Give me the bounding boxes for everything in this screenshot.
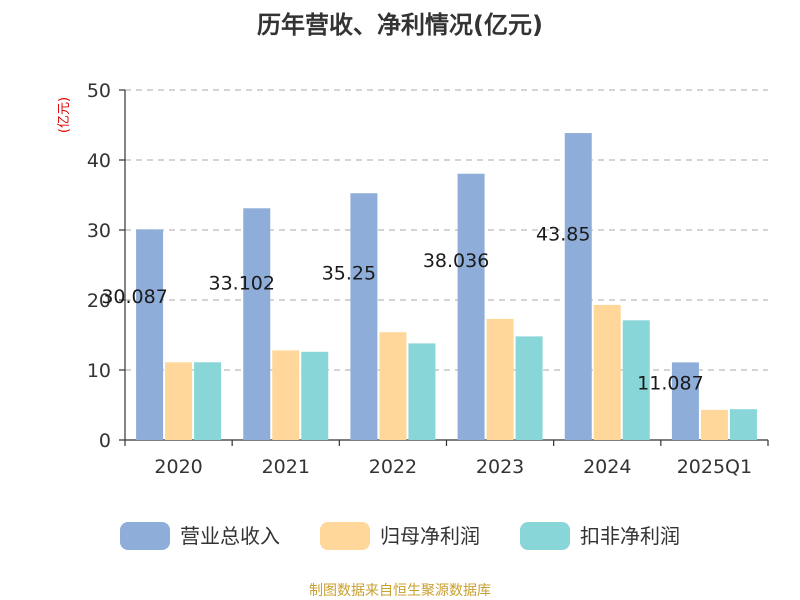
bar: [729, 409, 757, 440]
y-tick-label: 40: [87, 150, 111, 172]
data-label: 43.85: [536, 223, 590, 245]
x-tick-label: 2025Q1: [677, 456, 752, 478]
bar: [136, 229, 164, 440]
bar: [272, 350, 300, 440]
bar: [379, 332, 407, 440]
data-label: 11.087: [637, 373, 703, 395]
legend-label: 营业总收入: [180, 524, 280, 548]
y-tick-label: 0: [99, 430, 111, 452]
y-tick-label: 30: [87, 220, 111, 242]
bar: [700, 409, 728, 440]
bar: [350, 193, 378, 440]
data-label: 33.102: [209, 272, 275, 294]
data-labels: 30.087 33.102 35.25 38.036 43.85 11.087: [101, 223, 703, 394]
y-axis-unit-label: (亿元): [57, 97, 72, 133]
legend-item[interactable]: 营业总收入: [120, 522, 280, 550]
x-tick-label: 2023: [476, 456, 524, 478]
x-tick-label: 2022: [369, 456, 417, 478]
chart-title: 历年营收、净利情况(亿元): [257, 11, 543, 39]
bar: [301, 351, 329, 440]
legend: 营业总收入 归母净利润 扣非净利润: [120, 522, 680, 550]
source-caption: 制图数据来自恒生聚源数据库: [309, 583, 491, 599]
bars: [136, 133, 757, 441]
bar: [622, 320, 650, 440]
bar: [671, 362, 699, 440]
x-tick-label: 2020: [154, 456, 202, 478]
bar: [593, 304, 621, 440]
x-tick-label: 2024: [583, 456, 631, 478]
bar: [243, 208, 271, 440]
legend-item[interactable]: 扣非净利润: [520, 522, 680, 550]
legend-swatch: [520, 522, 570, 550]
data-label: 35.25: [322, 263, 376, 285]
y-tick-label: 10: [87, 360, 111, 382]
legend-label: 扣非净利润: [580, 524, 680, 548]
legend-swatch: [320, 522, 370, 550]
bar: [486, 318, 514, 440]
bar: [564, 133, 592, 441]
legend-label: 归母净利润: [380, 524, 480, 548]
legend-item[interactable]: 归母净利润: [320, 522, 480, 550]
bar: [408, 343, 436, 440]
bar: [457, 173, 485, 441]
bar: [194, 362, 222, 440]
bar: [165, 362, 193, 440]
data-label: 30.087: [101, 286, 167, 308]
y-tick-label: 20: [87, 290, 111, 312]
x-tick-label: 2021: [262, 456, 310, 478]
data-label: 38.036: [423, 250, 489, 272]
legend-swatch: [120, 522, 170, 550]
y-tick-label: 50: [87, 80, 111, 102]
grid-lines: [125, 89, 768, 371]
axes: 0 10 20 30 40 50 2020 2021 2022 2023 2024 2025Q1: [87, 80, 769, 478]
bar: [515, 336, 543, 440]
